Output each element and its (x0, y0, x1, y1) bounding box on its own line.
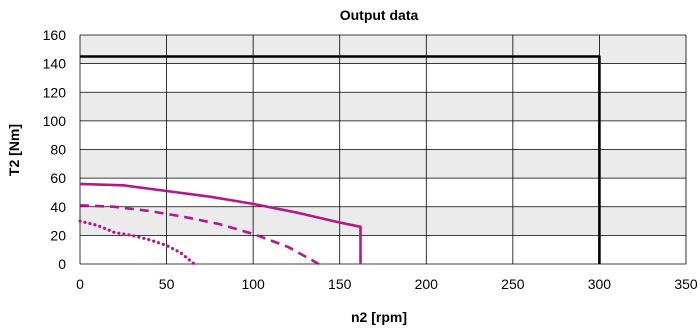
y-tick-label: 120 (43, 84, 67, 100)
series-line-2 (79, 182, 362, 264)
y-tick-label: 0 (58, 256, 66, 272)
series-line-3 (79, 204, 320, 266)
plot-grid (79, 34, 687, 265)
y-tick-label: 100 (43, 113, 67, 129)
plot-band (80, 206, 686, 236)
y-tick-label: 20 (50, 227, 66, 243)
x-tick-label: 100 (241, 276, 265, 292)
x-tick-label: 300 (588, 276, 612, 292)
series-line-1 (80, 55, 601, 264)
series-line-4 (78, 219, 196, 266)
x-tick-label: 200 (415, 276, 439, 292)
y-tick-label: 40 (50, 199, 66, 215)
x-axis-label: n2 [rpm] (351, 309, 407, 325)
plot-band (80, 149, 686, 179)
y-axis-label: T2 [Nm] (6, 124, 22, 176)
y-tick-label: 160 (43, 27, 67, 43)
y-tick-label: 140 (43, 56, 67, 72)
series-group (78, 55, 601, 266)
plot-band (80, 92, 686, 121)
chart-title: Output data (340, 7, 419, 23)
x-tick-label: 150 (328, 276, 352, 292)
y-tick-label: 80 (50, 142, 66, 158)
x-tick-label: 350 (674, 276, 698, 292)
plot-band (80, 35, 686, 64)
y-tick-label: 60 (50, 170, 66, 186)
plot-bands (80, 35, 686, 236)
x-tick-label: 50 (159, 276, 175, 292)
x-tick-label: 250 (501, 276, 525, 292)
tick-labels: 0 20 40 60 80 100 120 140 160 0 50 100 150 200 250 300 3… (43, 27, 698, 292)
x-tick-label: 0 (76, 276, 84, 292)
